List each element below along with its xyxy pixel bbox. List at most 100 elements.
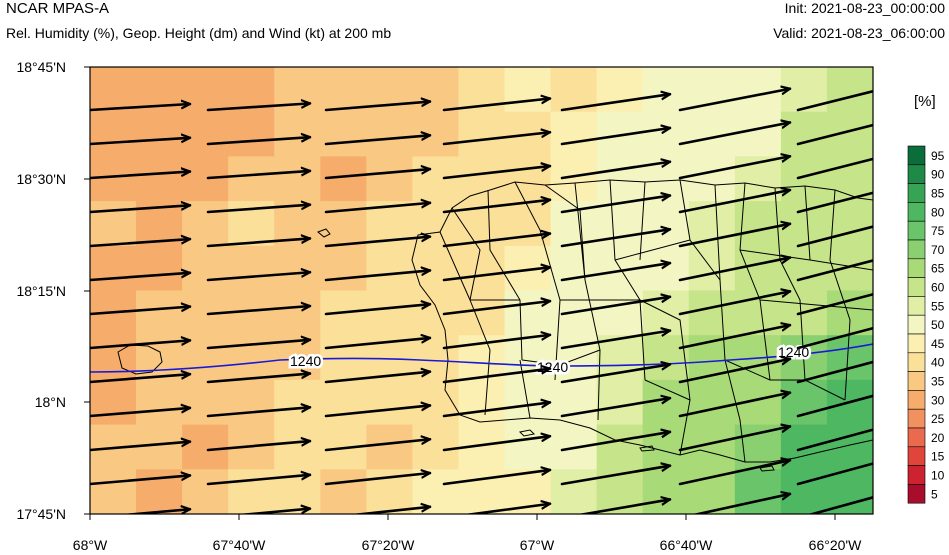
humidity-cell bbox=[596, 67, 644, 113]
humidity-cell bbox=[688, 156, 736, 202]
contour-label-1: 1240 bbox=[290, 353, 321, 369]
humidity-cell bbox=[642, 201, 690, 247]
wind-arrow bbox=[324, 405, 430, 418]
humidity-cell bbox=[228, 67, 275, 113]
wind-arrow bbox=[678, 258, 790, 282]
humidity-cell bbox=[642, 111, 690, 157]
wind-arrow bbox=[560, 432, 670, 452]
humidity-cell bbox=[320, 67, 367, 113]
humidity-cell bbox=[596, 424, 644, 470]
humidity-cell bbox=[274, 290, 321, 336]
wind-arrow bbox=[90, 138, 190, 146]
wind-arrow bbox=[678, 122, 790, 146]
lat-tick-label: 18°15'N bbox=[16, 283, 66, 299]
humidity-cell bbox=[596, 156, 644, 202]
humidity-cell bbox=[228, 111, 275, 157]
wind-arrow bbox=[442, 99, 550, 112]
humidity-cell bbox=[412, 245, 460, 292]
wind-arrow bbox=[678, 156, 790, 180]
colorbar-swatch bbox=[907, 164, 926, 184]
humidity-cell bbox=[688, 290, 736, 336]
colorbar-swatch bbox=[907, 371, 926, 391]
wind-arrow bbox=[90, 273, 190, 282]
wind-arrow bbox=[807, 496, 873, 514]
model-title: NCAR MPAS-A bbox=[6, 0, 110, 17]
humidity-cell bbox=[182, 156, 229, 202]
wind-arrow bbox=[796, 89, 873, 112]
wind-arrow bbox=[796, 157, 873, 180]
wind-arrow bbox=[678, 325, 790, 350]
humidity-cell bbox=[90, 469, 137, 514]
wind-arrow bbox=[442, 470, 550, 486]
wind-arrow bbox=[206, 238, 310, 248]
humidity-cell bbox=[596, 290, 644, 336]
wind-arrow bbox=[90, 408, 190, 418]
wind-arrow bbox=[206, 374, 310, 384]
colorbar-label: 75 bbox=[931, 224, 945, 238]
colorbar-label: 30 bbox=[931, 393, 945, 407]
humidity-cell bbox=[412, 67, 460, 113]
wind-arrow bbox=[678, 89, 790, 112]
wind-arrow bbox=[560, 331, 670, 350]
humidity-cell bbox=[412, 424, 460, 470]
humidity-cell bbox=[90, 67, 137, 113]
humidity-cell bbox=[826, 245, 873, 292]
wind-arrow bbox=[796, 259, 873, 282]
wind-arrow bbox=[442, 132, 550, 146]
colorbar-label: 80 bbox=[931, 205, 945, 219]
humidity-cell bbox=[366, 379, 414, 426]
colorbar-swatch bbox=[907, 183, 926, 203]
humidity-cell bbox=[826, 67, 873, 113]
humidity-cell bbox=[780, 379, 828, 426]
colorbar-label: 10 bbox=[931, 469, 945, 483]
wind-arrow bbox=[206, 205, 310, 214]
lon-tick-label: 67°W bbox=[520, 537, 555, 553]
wind-arrow bbox=[678, 460, 790, 486]
wind-arrow bbox=[324, 270, 430, 282]
humidity-cell bbox=[458, 111, 506, 157]
init-time: Init: 2021-08-23_00:00:00 bbox=[784, 0, 945, 16]
humidity-cell bbox=[504, 290, 552, 336]
wind-arrow bbox=[796, 428, 873, 452]
wind-arrow bbox=[206, 137, 310, 146]
colorbar-swatch bbox=[907, 446, 926, 466]
wind-arrow bbox=[90, 374, 190, 384]
lon-tick-label: 66°40'W bbox=[660, 537, 713, 553]
wind-arrow bbox=[442, 301, 550, 316]
colorbar-swatch bbox=[907, 427, 926, 448]
wind-arrow bbox=[577, 499, 670, 514]
wind-arrow bbox=[324, 135, 430, 146]
wind-arrow bbox=[206, 340, 310, 350]
wind-arrow bbox=[463, 504, 550, 514]
lat-tick-marks bbox=[84, 66, 90, 515]
humidity-cell bbox=[780, 469, 828, 514]
humidity-cell bbox=[182, 379, 229, 426]
wind-arrow bbox=[796, 360, 873, 384]
desecheo-island bbox=[317, 228, 331, 238]
humidity-cell bbox=[412, 379, 460, 426]
humidity-cell bbox=[458, 156, 506, 202]
wind-arrow bbox=[90, 442, 190, 452]
colorbar-swatch bbox=[907, 484, 926, 504]
colorbar-label: 35 bbox=[931, 375, 945, 389]
wind-arrow bbox=[442, 234, 550, 248]
south-cays bbox=[518, 429, 775, 472]
humidity-cell bbox=[228, 469, 275, 514]
wind-arrow bbox=[206, 103, 310, 112]
wind-arrow bbox=[90, 172, 190, 180]
humidity-cell bbox=[320, 379, 367, 426]
humidity-cell bbox=[780, 156, 828, 202]
colorbar-label: 50 bbox=[931, 318, 945, 332]
wind-arrow bbox=[442, 402, 550, 418]
colorbar: 95 90 85 80 75 70 65 60 55 50 45 40 35 30 25 20 15 10 5 bbox=[907, 145, 945, 504]
humidity-cell bbox=[688, 379, 736, 426]
wind-arrow bbox=[560, 94, 670, 112]
humidity-cell bbox=[642, 335, 690, 381]
humidity-cell bbox=[412, 111, 460, 157]
humidity-cell bbox=[366, 424, 414, 470]
wind-arrow bbox=[90, 475, 190, 486]
colorbar-label: 90 bbox=[931, 168, 945, 182]
humidity-cell bbox=[228, 156, 275, 202]
colorbar-swatch bbox=[907, 258, 926, 278]
